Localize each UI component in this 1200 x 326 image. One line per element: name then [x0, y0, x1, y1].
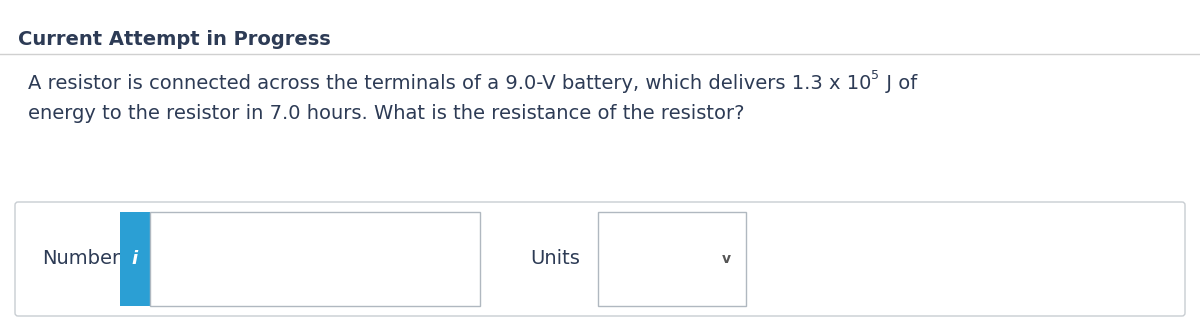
- Text: A resistor is connected across the terminals of a 9.0-V battery, which delivers : A resistor is connected across the termi…: [28, 74, 871, 93]
- Text: energy to the resistor in 7.0 hours. What is the resistance of the resistor?: energy to the resistor in 7.0 hours. Wha…: [28, 104, 744, 123]
- FancyBboxPatch shape: [598, 212, 746, 306]
- Text: Units: Units: [530, 249, 580, 269]
- FancyBboxPatch shape: [150, 212, 480, 306]
- Text: i: i: [132, 250, 138, 268]
- FancyBboxPatch shape: [120, 212, 150, 306]
- FancyBboxPatch shape: [14, 202, 1186, 316]
- Text: Number: Number: [42, 249, 120, 269]
- Text: Current Attempt in Progress: Current Attempt in Progress: [18, 30, 331, 49]
- Text: v: v: [721, 252, 731, 266]
- Text: J of: J of: [881, 74, 918, 93]
- Text: 5: 5: [871, 69, 880, 82]
